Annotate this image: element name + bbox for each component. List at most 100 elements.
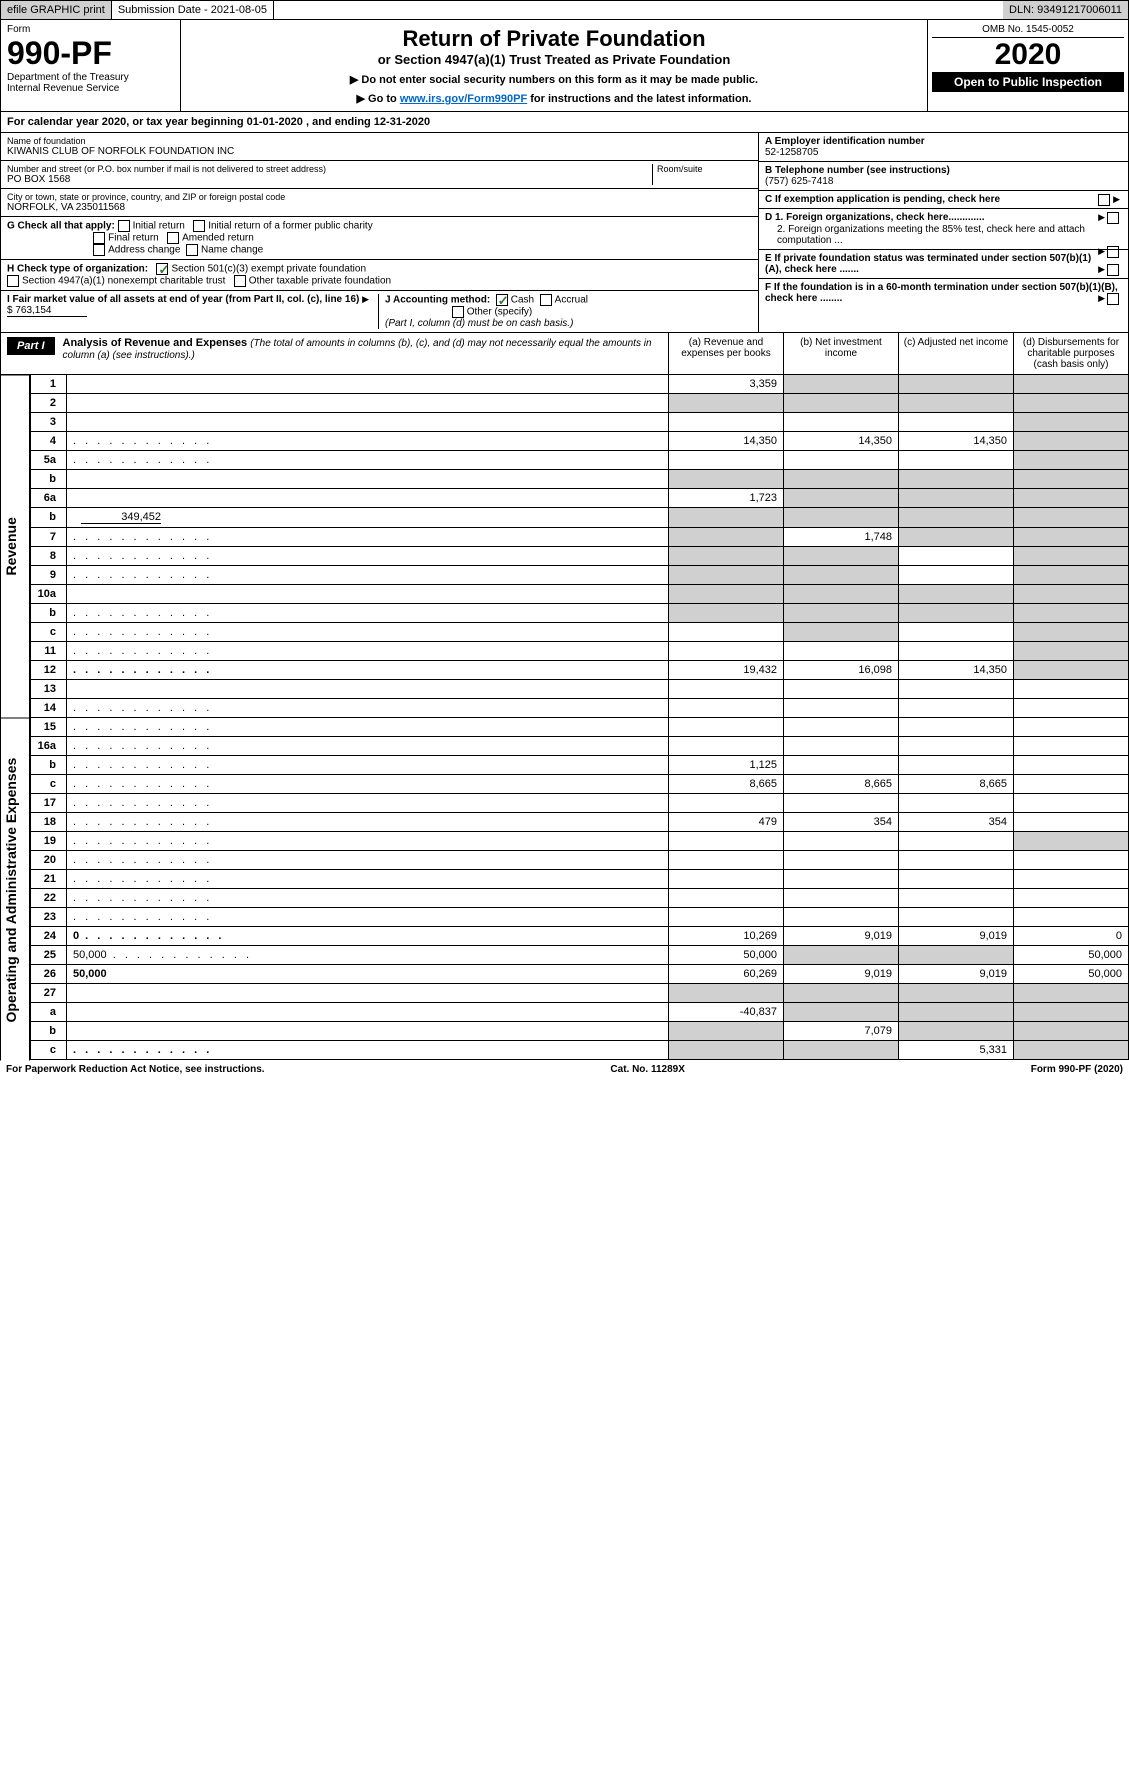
line-number: 15 xyxy=(31,718,67,737)
amt-a xyxy=(669,889,784,908)
check-final[interactable] xyxy=(93,232,105,244)
line-number: 13 xyxy=(31,680,67,699)
check-f[interactable] xyxy=(1107,293,1119,305)
ein: 52-1258705 xyxy=(765,147,818,158)
amt-d xyxy=(1014,432,1129,451)
line-desc xyxy=(67,870,669,889)
col-d-header: (d) Disbursements for charitable purpose… xyxy=(1013,333,1128,374)
amt-a xyxy=(669,984,784,1003)
line-desc xyxy=(67,794,669,813)
check-initial[interactable] xyxy=(118,220,130,232)
amt-b xyxy=(784,642,899,661)
c-cell: C If exemption application is pending, c… xyxy=(759,191,1128,209)
amt-c xyxy=(899,756,1014,775)
amt-b xyxy=(784,946,899,965)
amt-a xyxy=(669,737,784,756)
amt-c xyxy=(899,870,1014,889)
check-c[interactable] xyxy=(1098,194,1110,206)
table-row: b7,079 xyxy=(31,1022,1129,1041)
amt-b xyxy=(784,508,899,528)
col-c-header: (c) Adjusted net income xyxy=(898,333,1013,374)
table-row: 24010,2699,0199,0190 xyxy=(31,927,1129,946)
h-checks: H Check type of organization: Section 50… xyxy=(1,260,758,291)
table-row: b xyxy=(31,470,1129,489)
amt-c xyxy=(899,489,1014,508)
main-table-area: Revenue Operating and Administrative Exp… xyxy=(0,375,1129,1060)
open-public: Open to Public Inspection xyxy=(932,72,1124,92)
amt-b xyxy=(784,375,899,394)
calendar-year: For calendar year 2020, or tax year begi… xyxy=(0,112,1129,133)
table-row: 9 xyxy=(31,566,1129,585)
main-title: Return of Private Foundation xyxy=(187,26,921,52)
irs-link[interactable]: www.irs.gov/Form990PF xyxy=(400,93,527,105)
amt-a: -40,837 xyxy=(669,1003,784,1022)
line-desc xyxy=(67,832,669,851)
amt-b xyxy=(784,870,899,889)
amt-d xyxy=(1014,737,1129,756)
line-number: b xyxy=(31,470,67,489)
table-row: 8 xyxy=(31,547,1129,566)
check-name-change[interactable] xyxy=(186,244,198,256)
line-number: c xyxy=(31,1041,67,1060)
table-row: 21 xyxy=(31,870,1129,889)
amt-c xyxy=(899,528,1014,547)
footer-mid: Cat. No. 11289X xyxy=(610,1064,684,1075)
check-other-method[interactable] xyxy=(452,306,464,318)
amt-b xyxy=(784,737,899,756)
part1-label: Part I xyxy=(7,337,55,355)
table-row: 16a xyxy=(31,737,1129,756)
amt-c xyxy=(899,451,1014,470)
line-desc xyxy=(67,566,669,585)
line-number: 5a xyxy=(31,451,67,470)
check-accrual[interactable] xyxy=(540,294,552,306)
line-desc xyxy=(67,489,669,508)
amt-a xyxy=(669,699,784,718)
table-row: 18479354354 xyxy=(31,813,1129,832)
amt-d xyxy=(1014,1022,1129,1041)
line-desc xyxy=(67,470,669,489)
line-number: b xyxy=(31,756,67,775)
year: 2020 xyxy=(932,38,1124,72)
amt-c: 5,331 xyxy=(899,1041,1014,1060)
footer-right: Form 990-PF (2020) xyxy=(1031,1064,1123,1075)
col-a-header: (a) Revenue and expenses per books xyxy=(668,333,783,374)
line-desc xyxy=(67,908,669,927)
line-number: b xyxy=(31,508,67,528)
check-4947[interactable] xyxy=(7,275,19,287)
table-row: 22 xyxy=(31,889,1129,908)
amt-b: 7,079 xyxy=(784,1022,899,1041)
amt-b xyxy=(784,451,899,470)
amt-d xyxy=(1014,547,1129,566)
amt-d: 0 xyxy=(1014,927,1129,946)
line-number: 6a xyxy=(31,489,67,508)
check-501c3[interactable] xyxy=(156,263,168,275)
amt-a: 8,665 xyxy=(669,775,784,794)
check-e[interactable] xyxy=(1107,264,1119,276)
check-d2[interactable] xyxy=(1107,246,1119,258)
check-cash[interactable] xyxy=(496,294,508,306)
check-amended[interactable] xyxy=(167,232,179,244)
amt-a xyxy=(669,547,784,566)
table-row: 2650,00060,2699,0199,01950,000 xyxy=(31,965,1129,984)
city: NORFOLK, VA 235011568 xyxy=(7,202,752,213)
line-desc xyxy=(67,394,669,413)
amt-c xyxy=(899,642,1014,661)
line-number: 3 xyxy=(31,413,67,432)
line-desc xyxy=(67,585,669,604)
title-block: Return of Private Foundation or Section … xyxy=(181,20,928,111)
amt-b xyxy=(784,794,899,813)
amt-a xyxy=(669,566,784,585)
form-label: Form xyxy=(7,24,174,35)
amt-b xyxy=(784,699,899,718)
check-addr-change[interactable] xyxy=(93,244,105,256)
part1-header: Part I Analysis of Revenue and Expenses … xyxy=(0,333,1129,375)
check-d1[interactable] xyxy=(1107,212,1119,224)
line-desc xyxy=(67,1022,669,1041)
amt-a: 50,000 xyxy=(669,946,784,965)
table-row: 11 xyxy=(31,642,1129,661)
amt-c: 8,665 xyxy=(899,775,1014,794)
check-other-tax[interactable] xyxy=(234,275,246,287)
check-initial-former[interactable] xyxy=(193,220,205,232)
amt-a xyxy=(669,413,784,432)
table-row: c xyxy=(31,623,1129,642)
